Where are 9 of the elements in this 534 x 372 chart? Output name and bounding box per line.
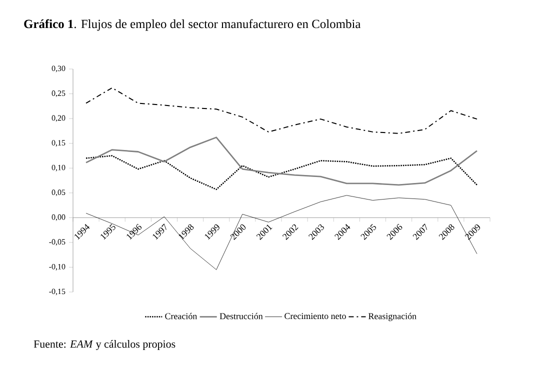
chart-title: Gráfico 1. Flujos de empleo del sector manufacturero en Colombia — [24, 19, 361, 31]
legend-label: Reasignación — [368, 312, 416, 322]
legend-label: Crecimiento neto — [284, 313, 346, 320]
legend-label: Destrucción — [220, 312, 263, 320]
line-series — [85, 136, 478, 186]
legend-label: Creación — [165, 312, 198, 320]
source-note: Fuente: EAM y cálculos propios — [34, 340, 176, 350]
line-series — [85, 155, 478, 190]
line-series — [86, 87, 478, 134]
